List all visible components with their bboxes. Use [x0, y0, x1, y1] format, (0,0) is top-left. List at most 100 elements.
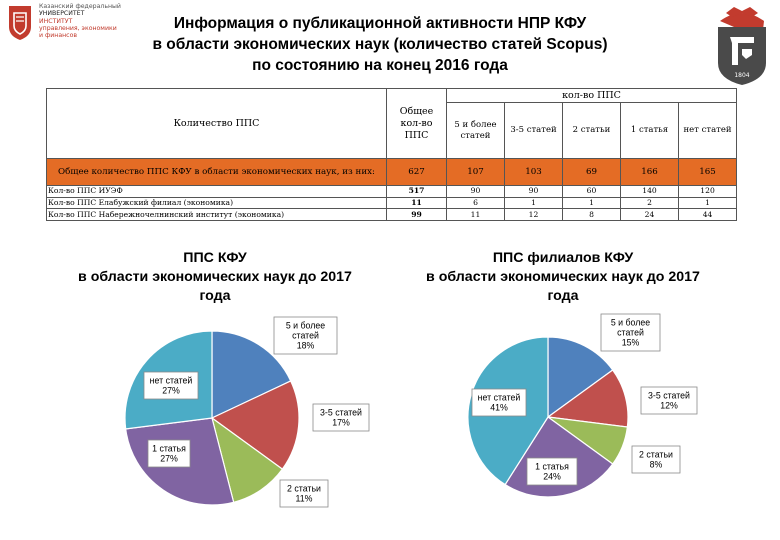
data-label-box — [631, 445, 681, 474]
data-label-text: 24% — [543, 472, 561, 482]
data-label-text: 41% — [490, 403, 508, 413]
data-label-text: статей — [617, 328, 644, 338]
pie-slice-2 — [546, 369, 629, 428]
logo-line: и финансов — [39, 32, 78, 40]
cell: 627 — [386, 158, 447, 186]
kfu-emblem-icon — [9, 6, 31, 40]
data-label-text: 11% — [296, 494, 313, 504]
table-row: Кол-во ППС Елабужский филиал (экономика)… — [46, 196, 738, 210]
kfu-logo: 1804 — [712, 3, 772, 87]
header-total-line: Общее — [399, 105, 434, 117]
chart-title-kfu: ППС КФУ в области экономических наук до … — [60, 249, 370, 306]
chart-title-line: года — [547, 288, 579, 304]
pie-slice-1 — [211, 330, 292, 419]
data-label-text: 18% — [297, 341, 315, 351]
pie-slice-1 — [547, 336, 614, 419]
cell: 1 — [562, 196, 621, 210]
data-label-text: 1 статья — [535, 462, 569, 472]
data-label-text: 2 статьи — [287, 484, 321, 494]
data-label-text: нет статей — [478, 393, 521, 403]
row-name: Общее количество ППС КФУ в области эконо… — [46, 158, 387, 186]
cell: 165 — [677, 158, 738, 186]
data-label-text: 3-5 статей — [320, 408, 362, 418]
table-row: Кол-во ППС Набережночелнинский институт … — [46, 208, 738, 222]
institute-logo: Казанский федеральный УНИВЕРСИТЕТ ИНСТИТ… — [5, 3, 133, 45]
data-label-text: нет статей — [150, 376, 193, 386]
pie-slice-2 — [210, 380, 300, 470]
subheader: нет статей — [677, 102, 738, 159]
data-label-box — [147, 439, 191, 468]
cell: 90 — [446, 185, 505, 198]
data-label-box — [640, 386, 698, 415]
cell: 8 — [562, 208, 621, 222]
logo-line: Казанский федеральный — [39, 3, 121, 10]
logo-line: управления, экономики — [39, 24, 117, 32]
logo-line: ИНСТИТУТ — [39, 17, 73, 25]
data-label-box — [600, 313, 661, 352]
chart-title-line: в области экономических наук до 2017 — [78, 269, 352, 285]
data-label-text: 1 статья — [152, 444, 186, 454]
data-label-text: 3-5 статей — [648, 391, 690, 401]
table-row: Кол-во ППС ИУЭФ 517 90 90 60 140 120 — [46, 185, 738, 198]
header-total: Общее кол-во ППС — [386, 88, 447, 159]
data-label-box — [312, 403, 370, 432]
title-line: Информация о публикационной активности Н… — [173, 15, 587, 32]
page-title: Информация о публикационной активности Н… — [120, 13, 640, 76]
data-label-text: 5 и более — [286, 321, 325, 331]
data-label-box — [143, 371, 199, 400]
data-label-box — [471, 388, 527, 417]
header-total-line: кол-во — [400, 117, 433, 129]
cell: 103 — [504, 158, 563, 186]
chart-title-line: в области экономических наук до 2017 — [426, 269, 700, 285]
cell: 166 — [620, 158, 679, 186]
cell: 120 — [677, 185, 738, 198]
header-total-line: ППС — [404, 129, 429, 141]
kfu-shield-icon: 1804 — [718, 7, 766, 85]
cell: 6 — [446, 196, 505, 210]
data-label-text: 2 статьи — [639, 450, 673, 460]
title-line: по состоянию на конец 2016 года — [252, 57, 508, 74]
data-label-text: 12% — [660, 401, 678, 411]
cell: 2 — [620, 196, 679, 210]
logo-year: 1804 — [734, 72, 749, 79]
cell: 44 — [677, 208, 738, 222]
data-label-text: статей — [292, 331, 319, 341]
chart-title-line: ППС филиалов КФУ — [492, 250, 634, 266]
cell: 11 — [386, 196, 447, 210]
logo-line: УНИВЕРСИТЕТ — [39, 10, 85, 18]
publication-stats-table: Количество ППС Общее кол-во ППС кол-во П… — [46, 88, 738, 222]
subheader: 5 и более статей — [446, 102, 505, 159]
row-name: Кол-во ППС ИУЭФ — [46, 185, 387, 198]
chart-title-line: года — [199, 288, 231, 304]
header-count-pps: Количество ППС — [46, 88, 387, 159]
data-label-box — [273, 316, 338, 355]
title-line: в области экономических наук (количество… — [152, 36, 608, 53]
chart-title-branches: ППС филиалов КФУ в области экономических… — [408, 249, 718, 306]
data-label-text: 17% — [332, 418, 350, 428]
table-row-total: Общее количество ППС КФУ в области эконо… — [46, 158, 738, 186]
chart-title-line: ППС КФУ — [183, 250, 247, 266]
data-label-text: 8% — [650, 460, 663, 470]
data-label-text: 27% — [162, 386, 180, 396]
data-label-text: 15% — [622, 338, 640, 348]
data-label-box — [526, 457, 578, 486]
row-name: Кол-во ППС Елабужский филиал (экономика) — [46, 196, 387, 210]
subheader: 2 статьи — [562, 102, 621, 159]
data-label-box — [279, 479, 329, 508]
data-label-text: 27% — [160, 454, 178, 464]
data-label-text: 5 и более — [611, 318, 650, 328]
cell: 1 — [677, 196, 738, 210]
cell: 69 — [562, 158, 621, 186]
